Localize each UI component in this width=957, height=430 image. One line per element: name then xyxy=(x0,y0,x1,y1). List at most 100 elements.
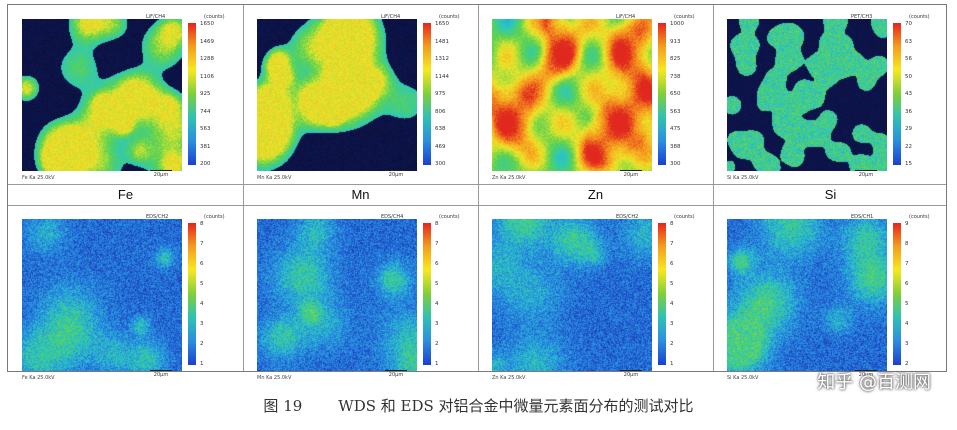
watermark: 知乎 @百测网 xyxy=(817,372,931,393)
element-map-image xyxy=(257,19,417,171)
colorbar-tick-label: 4 xyxy=(200,301,204,307)
colorbar-tick-label: 3 xyxy=(670,321,674,327)
acquisition-condition: Zn Ka 25.0kV xyxy=(492,175,526,181)
colorbar-tick-label: 925 xyxy=(200,91,211,97)
scale-bar-label: 20μm xyxy=(388,372,404,378)
colorbar-tick-label: 8 xyxy=(905,241,909,247)
acquisition-condition: Zn Ka 25.0kV xyxy=(492,375,526,381)
colorbar-tick-label: 3 xyxy=(200,321,204,327)
colorbar-tick-label: 7 xyxy=(670,241,674,247)
colorbar-tick-label: 6 xyxy=(435,261,439,267)
colorbar-tick-label: 50 xyxy=(905,73,912,80)
scale-bar-label: 20μm xyxy=(388,172,404,178)
colorbar-tick-label: 22 xyxy=(905,143,912,150)
colorbar-tick-label: 825 xyxy=(670,56,681,62)
element-map-image xyxy=(727,19,887,171)
element-map-image xyxy=(257,219,417,371)
colorbar-tick-label: 43 xyxy=(905,91,912,97)
eds-map-cell: EDS/CH1 (counts) 9 8 7 6 5 4 3 2 Si Ka 25.0kV 20μm xyxy=(713,205,948,385)
colorbar-tick-label: 1312 xyxy=(435,56,449,62)
colorbar-tick-label: 6 xyxy=(200,261,204,267)
colorbar-tick-label: 70 xyxy=(905,21,912,27)
figure-panel: Fe Mn Zn Si LiF/CH4 (counts) 1650 1469 1288 1… xyxy=(7,4,947,381)
colorbar-tick-label: 650 xyxy=(670,91,681,97)
colorbar-tick-label: 8 xyxy=(200,221,204,227)
wds-map-cell: LiF/CH4 (counts) 1650 1469 1288 1106 925 744 563… xyxy=(8,5,243,185)
channel-label: PET/CH3 xyxy=(851,14,873,20)
grid-divider xyxy=(478,5,479,371)
units-label: (counts) xyxy=(674,214,695,220)
colorbar-tick-label: 1 xyxy=(200,361,204,367)
colorbar xyxy=(188,23,196,165)
scale-bar: 20μm xyxy=(385,170,407,178)
element-map-image xyxy=(492,19,652,171)
scale-bar-label: 20μm xyxy=(623,172,639,178)
colorbar-tick-label: 6 xyxy=(670,261,674,267)
colorbar-tick-label: 738 xyxy=(670,73,681,80)
scale-bar: 20μm xyxy=(620,170,642,178)
channel-label: LiF/CH4 xyxy=(616,14,636,20)
colorbar-tick-label: 1288 xyxy=(200,56,214,62)
element-label-zn: Zn xyxy=(587,187,604,202)
colorbar-tick-label: 475 xyxy=(670,126,681,132)
acquisition-condition: Fe Ka 25.0kV xyxy=(22,175,55,181)
colorbar-ticks: 70 63 56 50 43 36 29 22 15 xyxy=(905,21,945,167)
colorbar-tick-label: 5 xyxy=(200,281,204,287)
colorbar-tick-label: 2 xyxy=(905,361,909,367)
colorbar-ticks: 8 7 6 5 4 3 2 1 xyxy=(200,221,240,367)
units-label: (counts) xyxy=(909,14,930,20)
eds-map-cell: EDS/CH2 (counts) 8 7 6 5 4 3 2 1 Fe Ka 25.0kV 20μm xyxy=(8,205,243,385)
colorbar-tick-label: 6 xyxy=(905,281,909,287)
caption-text: WDS 和 EDS 对铝合金中微量元素面分布的测试对比 xyxy=(338,397,694,415)
scale-bar-label: 20μm xyxy=(858,172,874,178)
colorbar-tick-label: 806 xyxy=(435,108,446,115)
colorbar xyxy=(893,23,901,165)
colorbar xyxy=(893,223,901,365)
colorbar xyxy=(423,223,431,365)
colorbar-tick-label: 469 xyxy=(435,143,446,150)
grid-divider xyxy=(8,184,946,185)
channel-label: EDS/CH2 xyxy=(616,214,639,220)
colorbar-tick-label: 2 xyxy=(670,341,674,347)
colorbar-tick-label: 1000 xyxy=(670,21,684,27)
colorbar-tick-label: 9 xyxy=(905,221,909,227)
colorbar-tick-label: 15 xyxy=(905,161,912,167)
element-map-image xyxy=(492,219,652,371)
channel-label: EDS/CH1 xyxy=(851,214,874,220)
colorbar-tick-label: 3 xyxy=(905,341,909,347)
scale-bar-label: 20μm xyxy=(623,372,639,378)
grid-divider xyxy=(713,5,714,371)
scale-bar: 20μm xyxy=(855,370,877,378)
scale-bar: 20μm xyxy=(150,370,172,378)
colorbar-tick-label: 7 xyxy=(200,241,204,247)
grid-divider xyxy=(243,5,244,371)
colorbar-tick-label: 2 xyxy=(200,341,204,347)
grid-divider xyxy=(8,205,946,206)
element-map-image xyxy=(22,219,182,371)
colorbar xyxy=(188,223,196,365)
colorbar-tick-label: 8 xyxy=(670,221,674,227)
element-map-image xyxy=(22,19,182,171)
scale-bar: 20μm xyxy=(150,170,172,178)
scale-bar-label: 20μm xyxy=(858,372,874,378)
colorbar-tick-label: 1 xyxy=(670,361,674,367)
colorbar-tick-label: 56 xyxy=(905,56,912,62)
element-label-fe: Fe xyxy=(117,187,134,202)
element-label-si: Si xyxy=(824,187,837,202)
colorbar-tick-label: 3 xyxy=(435,321,439,327)
colorbar-tick-label: 4 xyxy=(435,301,439,307)
wds-map-cell: LiF/CH4 (counts) 1000 913 825 738 650 563 475 388… xyxy=(478,5,713,185)
colorbar-ticks: 8 7 6 5 4 3 2 1 xyxy=(435,221,475,367)
wds-map-cell: LiF/CH4 (counts) 1650 1481 1312 1144 975 806 638… xyxy=(243,5,478,185)
colorbar-tick-label: 4 xyxy=(670,301,674,307)
channel-label: LiF/CH4 xyxy=(146,14,166,20)
colorbar xyxy=(658,23,666,165)
units-label: (counts) xyxy=(439,14,460,20)
units-label: (counts) xyxy=(204,214,225,220)
eds-map-cell: EDS/CH4 (counts) 8 7 6 5 4 3 2 1 Mn Ka 25.0kV 20μm xyxy=(243,205,478,385)
element-label-mn: Mn xyxy=(351,187,370,202)
colorbar xyxy=(658,223,666,365)
colorbar-tick-label: 1469 xyxy=(200,38,214,45)
colorbar-tick-label: 300 xyxy=(435,161,446,167)
colorbar-tick-label: 1144 xyxy=(435,73,449,80)
